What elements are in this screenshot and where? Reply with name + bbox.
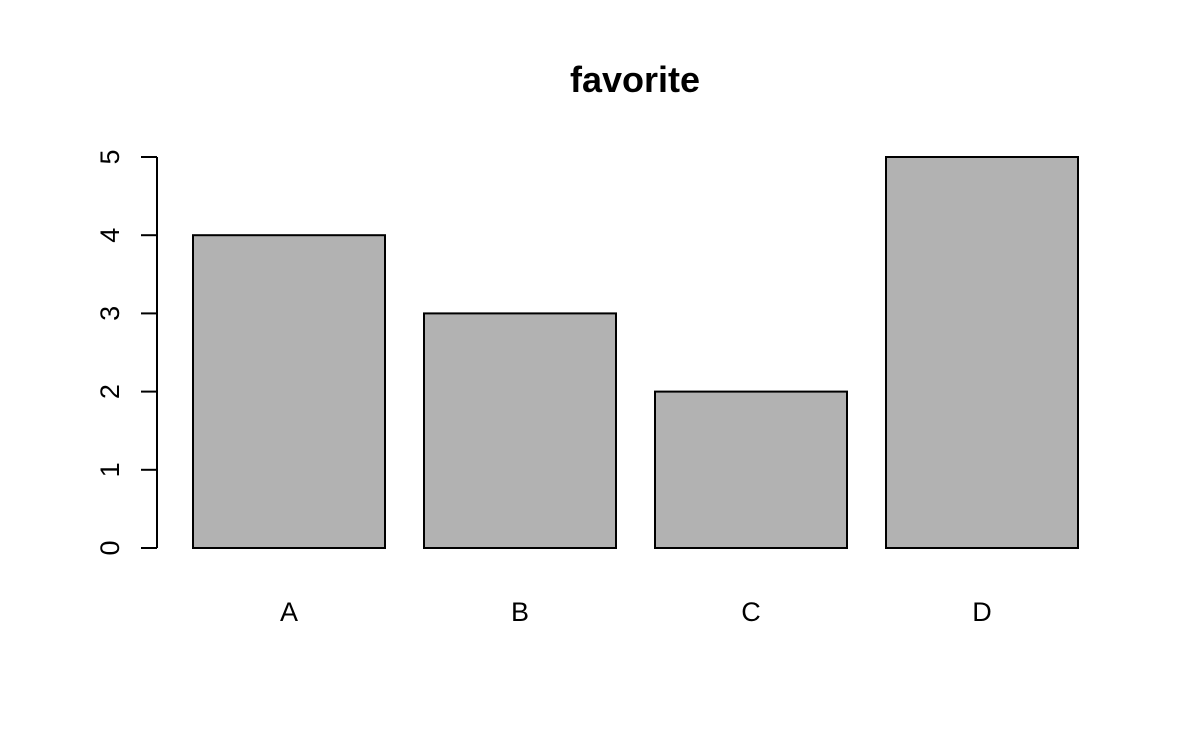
bar-d <box>885 156 1079 549</box>
y-tick-label: 0 <box>95 540 125 555</box>
x-tick-label: B <box>511 597 529 627</box>
x-axis-labels: A B C D <box>280 597 992 627</box>
y-tick-label: 5 <box>95 149 125 164</box>
bar-c <box>654 390 848 549</box>
x-tick-label: D <box>972 597 992 627</box>
bars <box>192 156 1079 549</box>
y-tick-label: 1 <box>95 462 125 477</box>
y-axis: 0 1 2 3 4 5 <box>95 149 158 556</box>
y-tick-label: 4 <box>95 228 125 243</box>
y-tick-label: 3 <box>95 306 125 321</box>
chart-title: favorite <box>570 59 700 100</box>
x-tick-label: A <box>280 597 298 627</box>
bar-b <box>423 312 617 549</box>
x-tick-label: C <box>741 597 761 627</box>
bar-a <box>192 234 386 549</box>
y-tick-label: 2 <box>95 384 125 399</box>
